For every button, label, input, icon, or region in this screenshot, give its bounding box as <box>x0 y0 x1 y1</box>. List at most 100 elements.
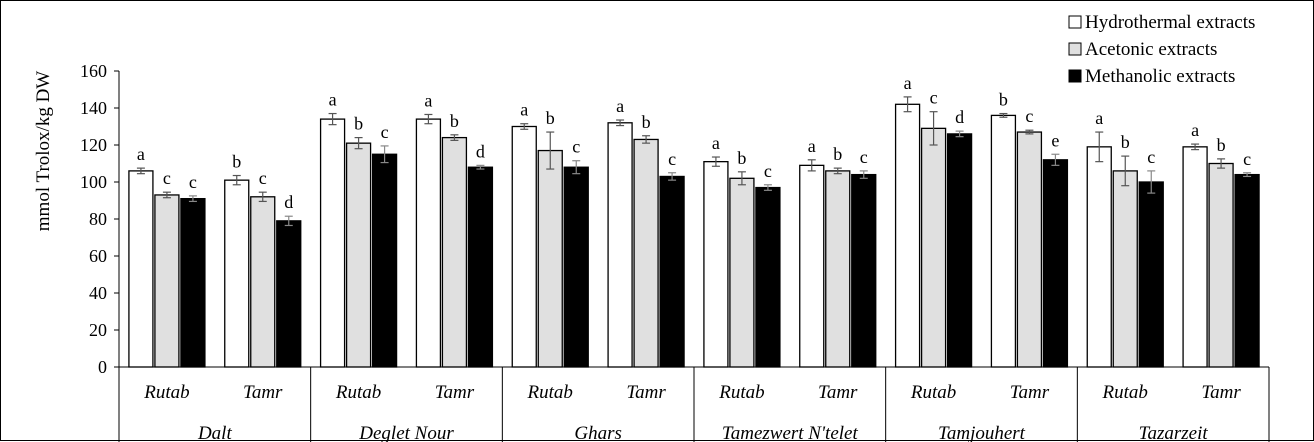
bar <box>703 160 729 368</box>
significance-letter: c <box>572 137 580 157</box>
y-tick-label: 140 <box>80 98 107 118</box>
bar <box>319 118 346 368</box>
bar <box>1208 162 1234 368</box>
significance-letter: c <box>930 88 938 108</box>
bar <box>659 175 685 368</box>
group-label: Tazarzeit <box>1139 423 1209 442</box>
group-label: Deglet Nour <box>358 423 454 442</box>
subcategory-label: Tamr <box>243 382 283 403</box>
bar <box>946 133 973 368</box>
bar <box>825 170 851 368</box>
subcategory-label: Rutab <box>718 382 764 403</box>
significance-letter: b <box>1217 135 1226 155</box>
bar <box>607 122 633 368</box>
subcategory-label: Tamr <box>626 382 666 403</box>
significance-letter: d <box>284 192 293 212</box>
bar <box>633 138 659 368</box>
bar <box>345 142 372 368</box>
significance-letter: e <box>1051 130 1059 150</box>
bar <box>224 179 250 368</box>
significance-letter: b <box>546 108 555 128</box>
group-label: Ghars <box>574 423 622 442</box>
y-tick-label: 160 <box>80 61 107 81</box>
significance-letter: a <box>904 73 912 93</box>
significance-letter: a <box>137 144 145 164</box>
subcategory-label: Tamr <box>818 382 858 403</box>
bar <box>799 164 825 368</box>
bar <box>128 170 154 368</box>
x-labels: Rutab Tamr Dalt Rutab Tamr Deglet Nour Rutab Ta… <box>143 382 1241 442</box>
subcategory-label: Tamr <box>1010 382 1050 403</box>
significance-letter: a <box>616 96 624 116</box>
group-label: Dalt <box>197 423 233 442</box>
bar <box>180 197 206 368</box>
significance-letter: a <box>1095 108 1103 128</box>
axes: 0 20 40 60 80 100 120 140 160 <box>80 61 1270 442</box>
significance-letter: b <box>833 144 842 164</box>
bar <box>467 166 494 368</box>
bar <box>990 114 1017 368</box>
bar <box>1086 146 1112 368</box>
significance-letter: d <box>476 141 485 161</box>
group-label: Tamezwert N'telet <box>722 423 859 442</box>
significance-letter: c <box>764 161 772 181</box>
bar <box>1042 159 1069 368</box>
subcategory-label: Tamr <box>435 382 475 403</box>
subcategory-label: Rutab <box>910 382 956 403</box>
bar <box>1182 146 1208 368</box>
significance-letter: b <box>232 152 241 172</box>
y-tick-label: 20 <box>89 320 107 340</box>
bar <box>1112 170 1138 368</box>
bar <box>563 166 589 368</box>
significance-letter: a <box>712 133 720 153</box>
y-tick-label: 120 <box>80 135 107 155</box>
significance-letter: b <box>999 90 1008 110</box>
y-tick-label: 100 <box>80 172 107 192</box>
y-tick-label: 40 <box>89 283 107 303</box>
bar <box>1016 131 1043 368</box>
subcategory-label: Rutab <box>143 382 189 403</box>
bar <box>154 194 180 368</box>
subcategory-label: Rutab <box>527 382 573 403</box>
bar <box>851 173 877 368</box>
legend-label: Methanolic extracts <box>1085 66 1235 87</box>
significance-letter: c <box>1025 106 1033 126</box>
significance-letter: c <box>1147 147 1155 167</box>
group-label: Tamjouhert <box>938 423 1026 442</box>
bar <box>537 149 563 368</box>
significance-letter: a <box>1191 120 1199 140</box>
significance-letter: b <box>737 148 746 168</box>
significance-letter: d <box>955 107 964 127</box>
y-tick-label: 60 <box>89 246 107 266</box>
significance-letter: b <box>450 111 459 131</box>
legend-label: Acetonic extracts <box>1085 39 1217 60</box>
bar <box>511 125 537 368</box>
significance-letter: c <box>1243 149 1251 169</box>
significance-letter: c <box>189 172 197 192</box>
bar <box>276 220 302 368</box>
legend-swatch <box>1068 42 1082 56</box>
significance-letter: b <box>354 114 363 134</box>
bar <box>441 136 468 368</box>
y-tick-label: 0 <box>98 357 107 377</box>
bar <box>1138 181 1164 368</box>
significance-letter: c <box>163 168 171 188</box>
significance-letter: a <box>424 90 432 110</box>
subcategory-label: Rutab <box>335 382 381 403</box>
significance-letter: a <box>520 100 528 120</box>
bar <box>755 186 781 368</box>
subcategory-label: Rutab <box>1102 382 1148 403</box>
significance-letter: b <box>1121 132 1130 152</box>
bar <box>250 196 276 368</box>
legend: Hydrothermal extracts Acetonic extracts Me… <box>1068 12 1255 87</box>
significance-letter: a <box>329 90 337 110</box>
significance-letter: a <box>808 136 816 156</box>
bar <box>415 118 442 368</box>
y-tick-label: 80 <box>89 209 107 229</box>
significance-letter: c <box>860 147 868 167</box>
significance-letter: c <box>259 168 267 188</box>
bar <box>729 177 755 368</box>
